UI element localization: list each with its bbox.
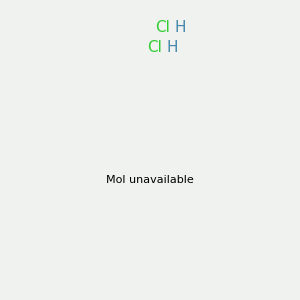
Text: Cl: Cl	[147, 40, 162, 55]
Text: H: H	[175, 20, 187, 35]
Text: H: H	[167, 40, 178, 55]
Text: Cl: Cl	[155, 20, 170, 35]
Text: Mol unavailable: Mol unavailable	[106, 175, 194, 185]
